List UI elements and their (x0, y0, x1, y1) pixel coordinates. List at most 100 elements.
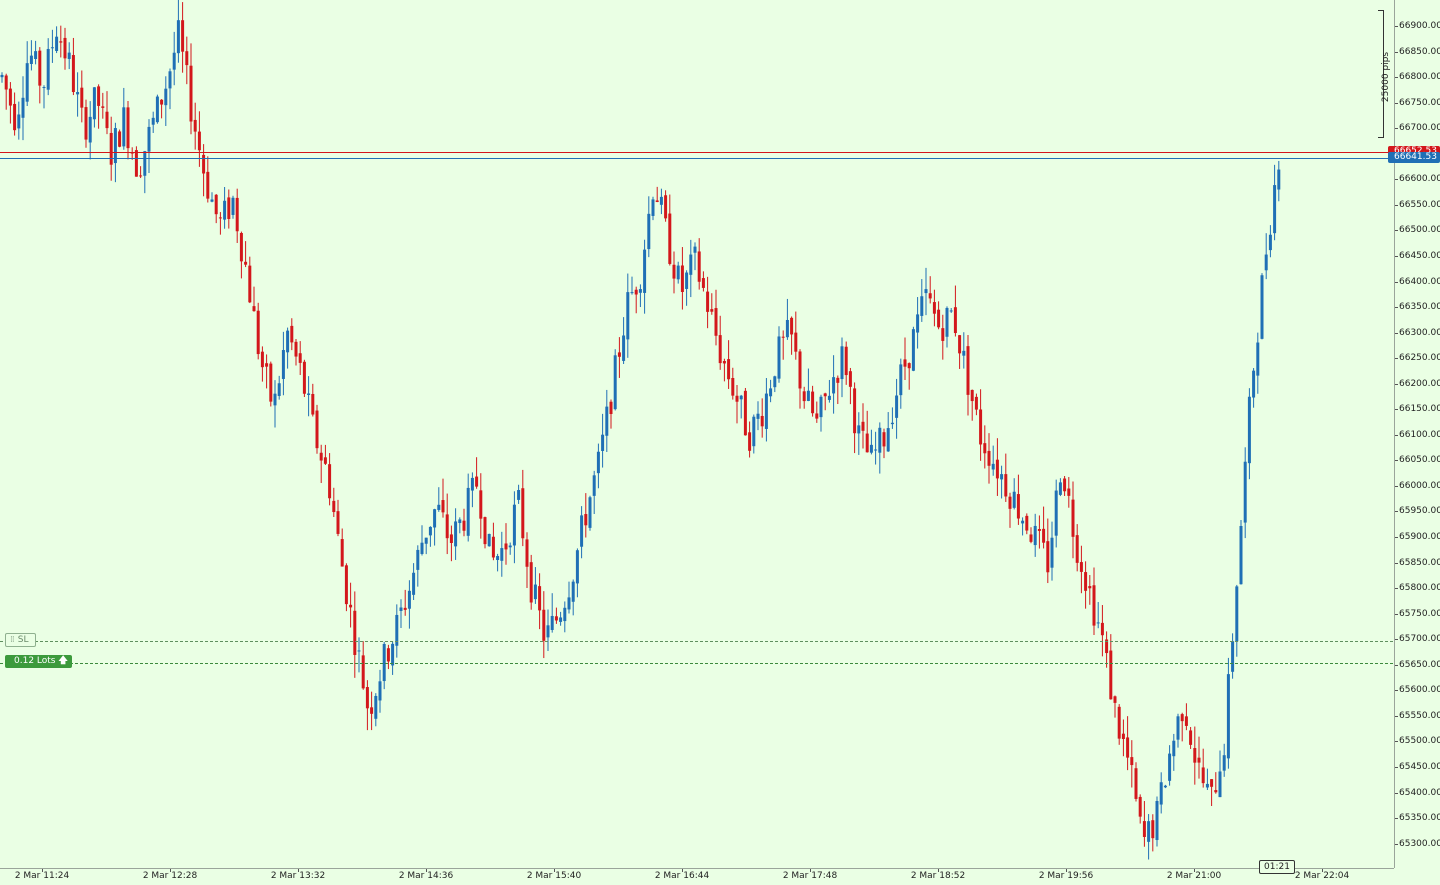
bull-candle-body (752, 416, 756, 447)
ask-price-badge: 66652.53 (1388, 146, 1440, 157)
bull-candle-body (890, 422, 894, 425)
bull-candle-body (689, 254, 693, 275)
price-tick-mark (1395, 613, 1398, 615)
time-tick-mark (938, 869, 939, 872)
bull-candle-body (949, 310, 953, 312)
bull-candle-body (424, 537, 428, 544)
bear-candle-body (794, 332, 798, 352)
bear-candle-body (781, 336, 785, 338)
price-tick-mark (1395, 562, 1398, 564)
bear-candle-body (504, 543, 508, 550)
bear-candle-body (105, 111, 109, 129)
bull-candle-body (454, 521, 458, 547)
bear-candle-body (1138, 796, 1142, 817)
position-lots-label[interactable]: 0.12 Lots 🡅 (5, 655, 72, 668)
bull-candle-body (533, 584, 537, 600)
bear-candle-body (937, 309, 941, 328)
bull-candle-body (924, 289, 928, 294)
bear-candle-body (197, 131, 201, 151)
price-tick-mark (1395, 818, 1398, 820)
bear-candle-body (743, 390, 747, 436)
bull-candle-body (571, 581, 575, 602)
bear-candle-body (1067, 488, 1071, 496)
bull-candle-body (307, 393, 311, 396)
bear-candle-body (815, 413, 819, 419)
time-axis[interactable]: 2 Mar 11:24 2 Mar 12:28 2 Mar 13:32 2 Mar 1… (0, 868, 1394, 885)
bull-candle-body (827, 395, 831, 400)
price-tick-mark (1395, 434, 1398, 436)
bear-candle-body (836, 377, 840, 383)
bear-candle-body (1084, 572, 1088, 591)
drag-grip-icon[interactable]: ⁞⁞ (10, 635, 15, 645)
price-tick-mark (1395, 307, 1398, 309)
bull-candle-body (840, 346, 844, 380)
bear-candle-body (365, 687, 369, 709)
bear-candle-body (235, 197, 239, 232)
bear-candle-body (130, 152, 134, 154)
bear-candle-body (403, 607, 407, 610)
bull-candle-body (622, 335, 626, 361)
bear-candle-body (475, 476, 479, 487)
bull-candle-body (1222, 755, 1226, 771)
bear-candle-body (672, 264, 676, 279)
bear-candle-body (483, 517, 487, 545)
bear-candle-body (995, 459, 999, 479)
bull-candle-body (122, 107, 126, 147)
bull-candle-body (546, 625, 550, 638)
bear-candle-body (655, 200, 659, 203)
bull-candle-body (113, 128, 117, 164)
bear-candle-body (118, 131, 122, 147)
bull-candle-body (601, 434, 605, 451)
time-tick-mark (298, 869, 299, 872)
bear-candle-body (265, 363, 269, 367)
bull-candle-body (630, 292, 634, 294)
bear-candle-body (1130, 757, 1134, 766)
bear-candle-body (239, 232, 243, 262)
pips-ruler-label: 25000 pips (1381, 51, 1391, 103)
bull-candle-body (433, 509, 437, 528)
price-tick-label: 66350.00 (1399, 302, 1440, 313)
bull-candle-body (210, 199, 214, 202)
bull-candle-body (785, 319, 789, 338)
bull-candle-body (466, 487, 470, 536)
price-tick-label: 65600.00 (1399, 685, 1440, 696)
price-tick-mark (1395, 690, 1398, 692)
price-tick-label: 65650.00 (1399, 659, 1440, 670)
bear-candle-body (340, 539, 344, 567)
bull-candle-body (412, 572, 416, 595)
bull-candle-body (382, 643, 386, 682)
bear-candle-body (491, 536, 495, 558)
bear-candle-body (80, 87, 84, 108)
bear-candle-body (248, 265, 252, 303)
chart-area[interactable] (0, 0, 1394, 868)
bear-candle-body (181, 20, 185, 52)
bull-candle-body (1277, 169, 1281, 190)
price-tick-mark (1395, 26, 1398, 27)
bear-candle-body (1210, 779, 1214, 787)
bull-candle-body (575, 550, 579, 584)
stop-loss-label[interactable]: ⁞⁞ SL (5, 633, 37, 647)
bear-candle-body (1117, 706, 1121, 739)
bear-candle-body (735, 395, 739, 402)
bull-candle-body (588, 497, 592, 528)
time-tick-mark (1066, 869, 1067, 872)
bear-candle-body (1126, 737, 1130, 758)
bull-candle-body (92, 87, 96, 120)
bull-candle-body (773, 376, 777, 388)
price-tick-mark (1395, 332, 1398, 334)
price-tick-mark (1395, 639, 1398, 641)
bear-candle-body (4, 75, 8, 90)
bull-candle-body (172, 52, 176, 70)
bear-candle-body (903, 359, 907, 367)
bull-candle-body (878, 427, 882, 453)
bull-candle-body (1163, 785, 1167, 788)
bull-candle-body (991, 463, 995, 470)
bull-candle-body (911, 329, 915, 371)
bear-candle-body (134, 150, 138, 177)
time-tick-label: 2 Mar 19:56 (1038, 871, 1094, 881)
bar-countdown: 01:21 (1259, 860, 1295, 874)
price-tick-label: 65450.00 (1399, 761, 1440, 772)
price-tick-mark (1395, 358, 1398, 360)
price-axis[interactable]: 66900.00 66850.00 66800.00 66750.00 66700.00… (1394, 0, 1440, 868)
bear-candle-body (370, 707, 374, 714)
